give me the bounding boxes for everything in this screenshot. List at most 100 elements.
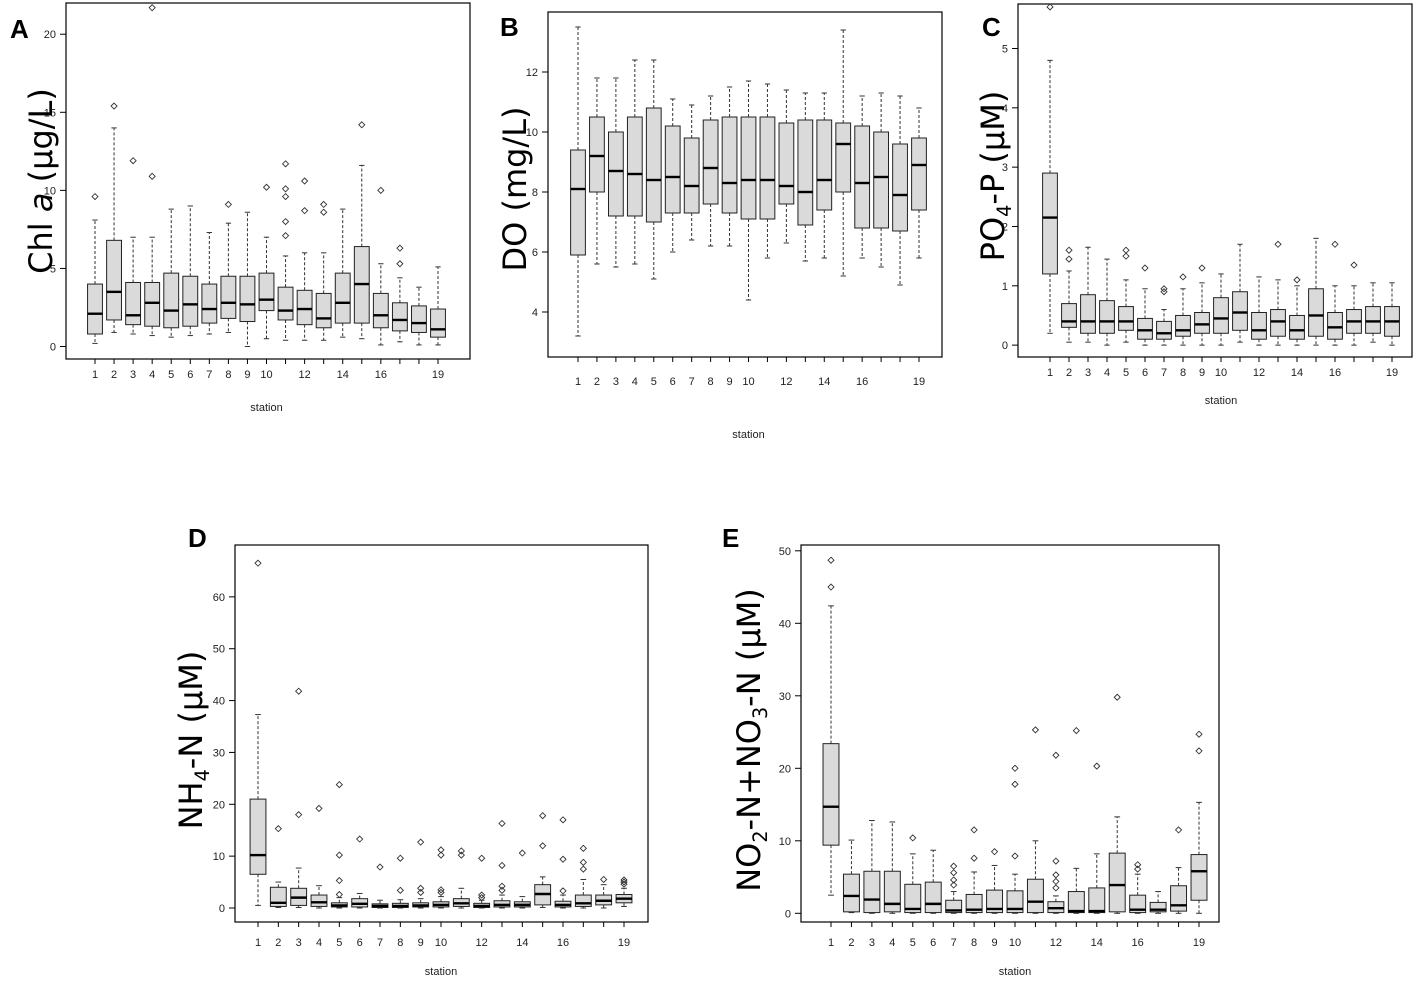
iqr-box (835, 122, 852, 193)
iqr-box (220, 275, 237, 319)
x-tick-label: 2 (1066, 367, 1072, 379)
x-tick-label: 16 (1132, 937, 1144, 949)
panel-letter: A (10, 14, 29, 44)
y-axis-label-part: NO (730, 843, 768, 892)
station-15-box (835, 29, 852, 277)
x-tick-label: 10 (435, 937, 447, 949)
iqr-box (277, 286, 294, 321)
x-tick-label: 14 (1291, 367, 1303, 379)
station-14-box (334, 208, 351, 338)
outlier-point (417, 884, 425, 892)
outlier-point (1011, 764, 1019, 772)
station-5-box (645, 59, 662, 280)
outlier-point (498, 882, 506, 890)
outlier-point (498, 861, 506, 870)
outlier-point (1011, 852, 1019, 860)
outlier-point (1174, 826, 1183, 834)
station-3-box (608, 77, 624, 268)
x-tick-label: 12 (1253, 367, 1265, 379)
station-19-box (1384, 282, 1400, 346)
y-tick-label: 2 (1002, 221, 1008, 233)
y-tick-label: 5 (1002, 43, 1008, 55)
x-tick-label: 7 (1161, 367, 1167, 379)
station-3-box (1080, 246, 1096, 343)
iqr-box (778, 122, 795, 205)
station-5-box (330, 780, 348, 909)
x-tick-label: 4 (149, 369, 155, 381)
iqr-box (1194, 312, 1210, 334)
outlier-point (1052, 877, 1060, 886)
outlier-point (1065, 255, 1073, 263)
iqr-box (1365, 306, 1381, 334)
y-tick-label: 10 (526, 127, 538, 139)
y-tick-label: 50 (213, 644, 225, 656)
outlier-point (950, 862, 958, 870)
station-5-box (904, 834, 922, 914)
station-2-box (269, 825, 287, 908)
iqr-box (258, 272, 275, 312)
x-tick-label: 2 (275, 937, 281, 949)
outlier-point (1052, 857, 1060, 865)
outlier-point (335, 851, 343, 859)
x-tick-label: 4 (1104, 367, 1110, 379)
outlier-point (620, 878, 628, 886)
iqr-box (411, 305, 427, 333)
x-tick-label: 2 (111, 369, 117, 381)
station-2-box (589, 77, 605, 265)
outlier-point (950, 881, 958, 889)
y-tick-label: 50 (779, 546, 791, 558)
iqr-box (1270, 309, 1286, 337)
outlier-point (254, 559, 262, 567)
x-tick-label: 1 (575, 376, 581, 388)
x-tick-label: 19 (618, 937, 630, 949)
iqr-box (310, 894, 328, 907)
y-axis-label-part: a (22, 193, 60, 213)
station-5-box (1118, 246, 1134, 343)
y-tick-label: 10 (44, 185, 56, 197)
station-7-box (371, 863, 389, 909)
x-tick-label: 8 (397, 937, 403, 949)
x-tick-label: 8 (708, 376, 714, 388)
x-tick-label: 8 (225, 369, 231, 381)
station-3-box (863, 820, 881, 914)
y-tick-label: 6 (532, 247, 538, 259)
outlier-point (1052, 871, 1060, 879)
y-axis-label: NO2-N+NO3-N (µM) (730, 588, 772, 892)
x-tick-label: 6 (357, 937, 363, 949)
station-16-box (1129, 861, 1147, 914)
outlier-point (579, 858, 587, 867)
x-tick-label: 6 (187, 369, 193, 381)
station-15-box (1108, 693, 1126, 914)
y-tick-label: 40 (213, 696, 225, 708)
iqr-box (822, 743, 840, 846)
y-tick-label: 15 (44, 107, 56, 119)
iqr-box (883, 870, 901, 913)
station-18-box (595, 875, 613, 909)
iqr-box (924, 881, 942, 914)
y-axis-label-part: 3 (749, 707, 772, 719)
iqr-box (239, 275, 256, 323)
x-tick-label: 16 (557, 937, 569, 949)
station-15-box (534, 812, 552, 908)
outlier-point (950, 869, 958, 877)
x-tick-label: 4 (889, 937, 895, 949)
iqr-box (702, 119, 719, 205)
outlier-point (437, 886, 445, 894)
y-tick-label: 10 (213, 851, 225, 863)
iqr-box (1156, 320, 1172, 340)
station-15-box (353, 121, 370, 340)
x-tick-label: 1 (92, 369, 98, 381)
iqr-box (1129, 894, 1147, 914)
station-12-box (296, 177, 313, 341)
station-17-box (873, 92, 889, 268)
x-tick-label: 5 (1123, 367, 1129, 379)
iqr-box (892, 143, 908, 232)
panel-letter: B (500, 12, 519, 42)
iqr-box (863, 870, 881, 914)
x-tick-label: 10 (1009, 937, 1021, 949)
iqr-box (1308, 288, 1324, 337)
plot-frame (234, 544, 649, 923)
x-tick-label: 5 (168, 369, 174, 381)
y-tick-label: 0 (50, 342, 56, 354)
iqr-box (1137, 317, 1153, 340)
